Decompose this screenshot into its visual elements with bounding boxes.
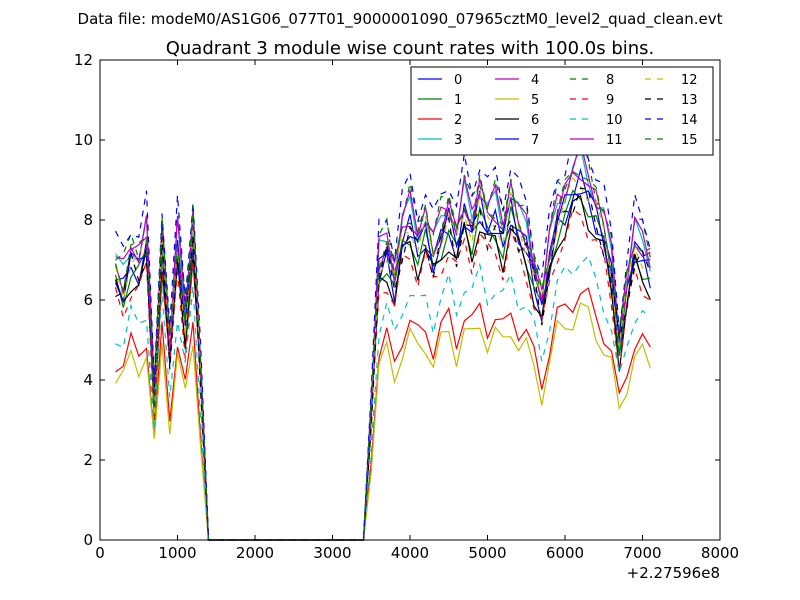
legend-label-0: 0 (454, 73, 462, 88)
y-tick-label: 0 (83, 531, 93, 549)
x-axis: 0 1000 2000 3000 4000 5000 6000 7000 8000 (95, 60, 739, 562)
legend-label-9: 9 (606, 93, 614, 108)
legend-label-13: 13 (681, 93, 698, 108)
y-tick-label: 6 (83, 291, 93, 309)
series-line-13 (115, 187, 651, 541)
legend-label-1: 1 (454, 93, 462, 108)
y-tick-label: 10 (74, 131, 93, 149)
suptitle: Data file: modeM0/AS1G06_077T01_90000010… (78, 10, 723, 29)
plot-area (114, 117, 651, 541)
legend-label-10: 10 (606, 113, 623, 128)
legend-label-8: 8 (606, 73, 614, 88)
legend-label-11: 11 (606, 133, 623, 148)
chart-title: Quadrant 3 module wise count rates with … (166, 38, 655, 59)
x-tick-label: 4000 (391, 544, 429, 562)
y-tick-label: 12 (74, 51, 93, 69)
series-line-15 (114, 170, 651, 541)
series-line-5 (114, 302, 651, 541)
legend-label-4: 4 (531, 73, 539, 88)
legend-label-7: 7 (531, 133, 539, 148)
x-tick-label: 0 (95, 544, 105, 562)
x-tick-label: 8000 (701, 544, 739, 562)
x-tick-label: 1000 (158, 544, 196, 562)
x-offset-label: +2.27596e8 (627, 564, 720, 582)
series-line-10 (115, 254, 651, 541)
legend-label-14: 14 (681, 113, 698, 128)
y-tick-label: 8 (83, 211, 93, 229)
legend-label-5: 5 (531, 93, 539, 108)
x-tick-label: 6000 (546, 544, 584, 562)
legend-frame (410, 66, 714, 156)
legend-label-6: 6 (531, 113, 539, 128)
x-tick-label: 2000 (236, 544, 274, 562)
legend-label-15: 15 (681, 133, 698, 148)
y-tick-label: 4 (83, 371, 93, 389)
series-line-12 (114, 176, 651, 541)
legend-label-12: 12 (681, 73, 698, 88)
x-tick-label: 3000 (313, 544, 351, 562)
series-line-2 (115, 287, 651, 541)
legend-label-3: 3 (454, 133, 462, 148)
x-tick-label: 5000 (468, 544, 506, 562)
y-tick-label: 2 (83, 451, 93, 469)
x-tick-label: 7000 (623, 544, 661, 562)
legend-label-2: 2 (454, 113, 462, 128)
